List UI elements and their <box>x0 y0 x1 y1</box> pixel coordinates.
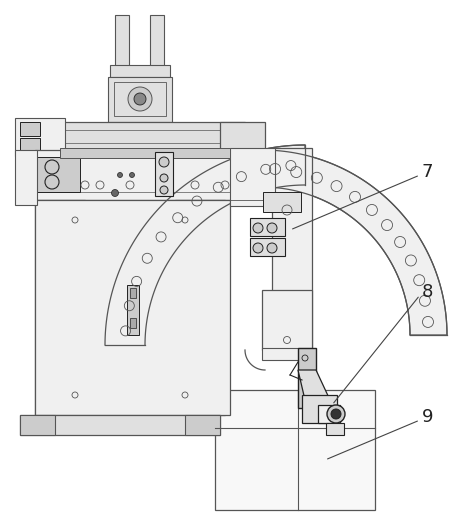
Text: 8: 8 <box>421 283 432 301</box>
Bar <box>155 152 173 196</box>
Circle shape <box>160 174 168 182</box>
Bar <box>60 148 230 158</box>
Bar <box>175 200 225 415</box>
Bar <box>262 348 311 360</box>
Bar <box>15 150 37 205</box>
Bar <box>230 148 275 206</box>
Bar <box>185 415 219 435</box>
Bar <box>325 423 343 435</box>
Bar <box>20 138 40 152</box>
Bar <box>15 118 65 156</box>
Bar <box>150 15 163 70</box>
Circle shape <box>159 157 169 167</box>
Circle shape <box>301 355 307 361</box>
Circle shape <box>111 189 118 196</box>
Bar <box>250 218 284 236</box>
Circle shape <box>134 93 146 105</box>
Circle shape <box>330 409 340 419</box>
Bar <box>115 15 129 70</box>
Circle shape <box>128 87 152 111</box>
Bar <box>20 415 219 435</box>
Text: 9: 9 <box>421 408 432 426</box>
Bar <box>114 82 166 116</box>
Bar <box>130 288 136 298</box>
Polygon shape <box>297 370 329 410</box>
Bar <box>110 65 169 77</box>
Circle shape <box>252 223 263 233</box>
Bar <box>301 395 336 423</box>
Text: 7: 7 <box>421 163 432 181</box>
Bar <box>35 150 264 200</box>
Bar <box>263 192 300 212</box>
Polygon shape <box>262 150 446 335</box>
Bar <box>35 200 85 415</box>
Bar <box>214 390 374 510</box>
Bar <box>317 405 339 423</box>
Bar <box>130 318 136 328</box>
Bar <box>108 77 172 122</box>
Circle shape <box>252 243 263 253</box>
Circle shape <box>266 223 276 233</box>
Bar <box>20 122 40 136</box>
Bar <box>127 285 139 335</box>
Bar <box>60 122 244 150</box>
Bar <box>262 290 311 350</box>
Circle shape <box>160 186 168 194</box>
Bar <box>35 157 80 192</box>
Bar <box>219 122 264 150</box>
Circle shape <box>117 172 122 178</box>
Circle shape <box>129 172 134 178</box>
Bar <box>271 148 311 348</box>
Bar <box>35 200 230 415</box>
Bar <box>297 348 315 408</box>
Circle shape <box>326 405 344 423</box>
Circle shape <box>266 243 276 253</box>
Polygon shape <box>105 145 304 345</box>
Bar <box>250 238 284 256</box>
Bar <box>20 415 55 435</box>
